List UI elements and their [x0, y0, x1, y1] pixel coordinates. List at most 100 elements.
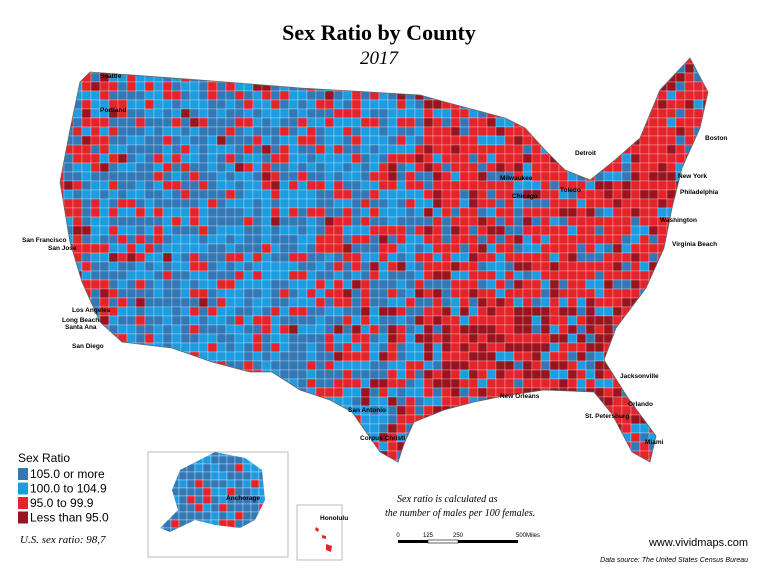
county — [684, 315, 695, 326]
county — [640, 469, 649, 478]
county — [288, 243, 299, 254]
county — [234, 252, 245, 263]
county — [387, 216, 398, 227]
county — [522, 459, 533, 462]
county — [468, 243, 479, 254]
county — [585, 432, 596, 443]
county — [702, 324, 708, 335]
county — [207, 108, 218, 119]
county — [117, 459, 128, 462]
county — [414, 333, 425, 344]
county — [261, 99, 272, 110]
county — [621, 72, 632, 83]
county — [81, 81, 92, 92]
county — [218, 479, 228, 489]
county — [558, 450, 569, 461]
county — [180, 234, 191, 245]
county — [621, 378, 632, 389]
county — [202, 479, 212, 489]
city-label: Milwaukee — [500, 175, 533, 182]
city-label: San Diego — [72, 343, 104, 350]
county — [297, 324, 308, 335]
county — [153, 252, 164, 263]
county — [549, 216, 560, 227]
county — [684, 108, 695, 119]
county — [522, 144, 533, 155]
county — [306, 378, 317, 389]
county — [712, 64, 721, 73]
county — [684, 333, 695, 344]
county — [81, 180, 92, 191]
county — [207, 58, 218, 65]
city-label: Santa Ana — [65, 324, 97, 331]
county — [495, 306, 506, 317]
county — [702, 369, 708, 380]
county — [180, 360, 191, 371]
county — [252, 162, 263, 173]
county — [531, 99, 542, 110]
county — [351, 81, 362, 92]
county — [99, 378, 110, 389]
county — [351, 252, 362, 263]
county — [423, 342, 434, 353]
county — [414, 459, 425, 462]
county — [207, 432, 218, 443]
county — [396, 270, 407, 281]
county — [297, 144, 308, 155]
county — [324, 342, 335, 353]
county — [378, 324, 389, 335]
county — [378, 378, 389, 389]
county — [405, 90, 416, 101]
county — [153, 387, 164, 398]
county — [306, 171, 317, 182]
county — [576, 216, 587, 227]
county — [712, 424, 721, 433]
county — [585, 126, 596, 137]
county — [387, 306, 398, 317]
county — [558, 396, 569, 407]
city-label: San Francisco — [22, 237, 66, 244]
county — [324, 333, 335, 344]
county — [693, 333, 704, 344]
county — [576, 387, 587, 398]
county — [405, 315, 416, 326]
county — [135, 288, 146, 299]
county — [360, 117, 371, 128]
county — [432, 297, 443, 308]
county — [567, 198, 578, 209]
county — [684, 90, 695, 101]
county — [342, 459, 353, 462]
county — [594, 297, 605, 308]
county — [234, 117, 245, 128]
county — [126, 243, 137, 254]
county — [603, 261, 614, 272]
county — [180, 126, 191, 137]
county — [171, 72, 182, 83]
county — [477, 162, 488, 173]
county — [558, 216, 569, 227]
county — [324, 189, 335, 200]
county — [207, 63, 218, 74]
county — [306, 198, 317, 209]
county — [207, 234, 218, 245]
county — [297, 261, 308, 272]
county — [594, 423, 605, 434]
county — [432, 306, 443, 317]
county — [657, 387, 668, 398]
county — [675, 279, 686, 290]
county — [360, 459, 371, 462]
county — [242, 471, 252, 481]
county — [459, 315, 470, 326]
county — [477, 216, 488, 227]
county — [477, 108, 488, 119]
county — [63, 423, 74, 434]
county — [432, 441, 443, 452]
county — [279, 144, 290, 155]
county — [675, 144, 686, 155]
county — [495, 153, 506, 164]
county — [351, 126, 362, 137]
county — [540, 441, 551, 452]
county — [586, 469, 595, 478]
county — [99, 90, 110, 101]
county — [441, 234, 452, 245]
